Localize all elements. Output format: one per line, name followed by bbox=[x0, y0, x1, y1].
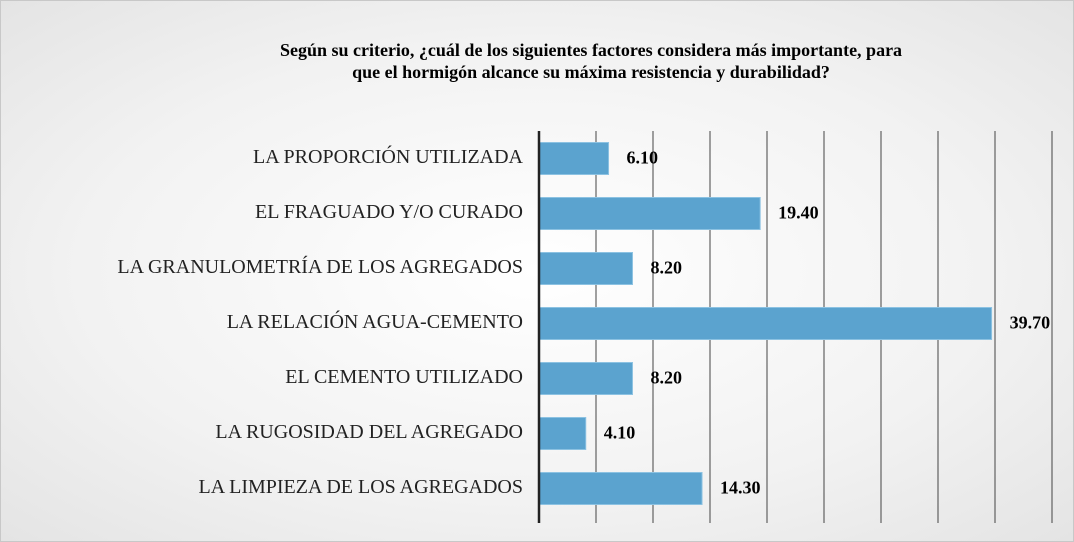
bar bbox=[538, 472, 703, 505]
y-tick-label: EL CEMENTO UTILIZADO bbox=[285, 366, 523, 388]
data-label: 39.70 bbox=[1010, 313, 1051, 333]
bar bbox=[538, 142, 610, 175]
data-label: 19.40 bbox=[778, 203, 819, 223]
y-tick-label: LA RUGOSIDAD DEL AGREGADO bbox=[215, 421, 523, 443]
bar bbox=[538, 307, 993, 340]
chart-title: Según su criterio, ¿cuál de los siguient… bbox=[279, 40, 903, 82]
y-tick-label: LA RELACIÓN AGUA-CEMENTO bbox=[227, 309, 523, 333]
data-label: 4.10 bbox=[604, 423, 636, 443]
data-label: 8.20 bbox=[650, 258, 682, 278]
y-tick-label: LA GRANULOMETRÍA DE LOS AGREGADOS bbox=[117, 255, 523, 278]
y-tick-label: LA LIMPIEZA DE LOS AGREGADOS bbox=[199, 476, 523, 498]
data-label: 8.20 bbox=[650, 368, 682, 388]
bar bbox=[538, 197, 761, 230]
bar bbox=[538, 417, 587, 450]
data-label: 14.30 bbox=[720, 478, 761, 498]
data-label: 6.10 bbox=[627, 148, 659, 168]
bar bbox=[538, 252, 633, 285]
bar bbox=[538, 362, 633, 395]
y-tick-label: EL FRAGUADO Y/O CURADO bbox=[255, 201, 523, 223]
y-tick-label: LA PROPORCIÓN UTILIZADA bbox=[253, 144, 524, 168]
